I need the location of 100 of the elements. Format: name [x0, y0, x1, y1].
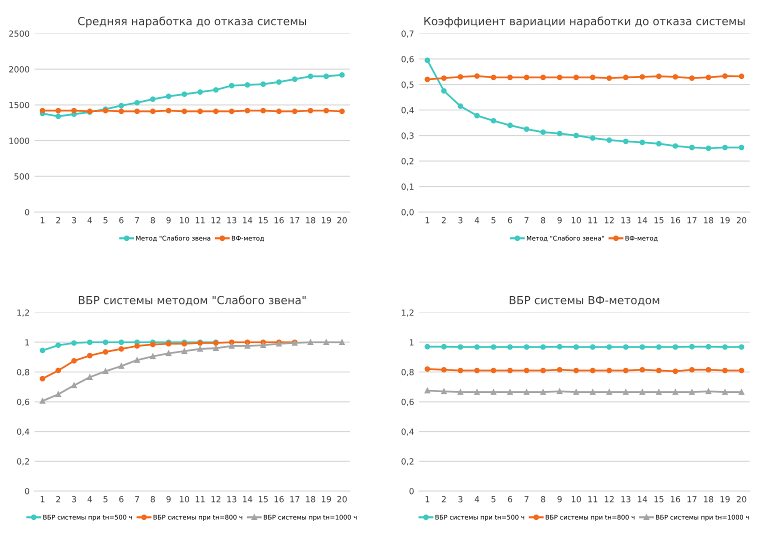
x-tick-label: 15	[654, 496, 664, 502]
x-tick-label: 15	[654, 217, 664, 224]
y-tick-label: 0	[24, 209, 30, 216]
point	[540, 368, 546, 374]
point	[134, 343, 140, 349]
x-tick-label: 10	[180, 217, 190, 224]
point	[672, 368, 678, 374]
x-tick-label: 2	[442, 496, 446, 502]
point	[458, 103, 464, 109]
x-tick-label: 3	[458, 496, 462, 502]
point	[640, 140, 646, 146]
x-tick-label: 11	[588, 496, 598, 502]
point	[722, 73, 728, 79]
x-tick-label: 8	[150, 496, 155, 502]
y-tick-label: 0,6	[17, 398, 30, 406]
point	[622, 138, 629, 144]
point	[606, 344, 612, 350]
point	[540, 344, 546, 350]
y-tick-label: 0,4	[402, 106, 414, 114]
point	[524, 368, 530, 374]
point	[474, 344, 480, 350]
point	[474, 389, 480, 395]
point	[474, 112, 480, 118]
point	[228, 82, 234, 88]
point	[55, 342, 62, 348]
x-tick-label: 5	[104, 217, 108, 224]
point	[573, 368, 579, 374]
y-tick-label: 0,6	[402, 398, 414, 406]
x-tick-label: 2	[56, 217, 60, 224]
x-tick-label: 19	[720, 496, 730, 502]
point	[672, 389, 678, 395]
point	[228, 343, 234, 349]
chart-title: ВБР системы ВФ-методом	[510, 296, 660, 306]
y-tick-label: 0,5	[402, 81, 414, 89]
point	[182, 348, 188, 354]
point	[524, 344, 530, 350]
point	[102, 349, 108, 355]
point	[197, 89, 203, 95]
x-tick-label: 1	[40, 496, 44, 502]
y-tick-label: 0,3	[402, 132, 414, 140]
point	[292, 108, 298, 114]
point	[102, 368, 108, 374]
x-tick-label: 8	[541, 217, 546, 224]
point	[213, 345, 219, 351]
y-tick-label: 0,8	[402, 368, 414, 376]
x-tick-label: 4	[88, 217, 92, 224]
point	[244, 339, 250, 346]
x-tick-label: 14	[638, 217, 648, 224]
point	[689, 389, 695, 395]
y-tick-label: 0,2	[402, 458, 414, 466]
point	[490, 344, 496, 350]
x-tick-label: 18	[306, 496, 316, 502]
y-tick-label: 500	[14, 173, 30, 180]
point	[441, 88, 447, 94]
point	[689, 144, 695, 150]
x-tick-label: 15	[258, 217, 268, 224]
point	[118, 102, 124, 108]
x-tick-label: 19	[720, 217, 730, 224]
point	[722, 344, 728, 350]
chart-title: Коэффициент вариации наработки до отказа системы	[424, 16, 745, 28]
point	[573, 344, 579, 350]
point	[622, 344, 629, 350]
point	[458, 389, 464, 395]
y-tick-label: 0,4	[402, 428, 414, 436]
point	[524, 74, 530, 80]
x-tick-label: 1	[426, 496, 430, 502]
x-tick-label: 11	[196, 496, 205, 502]
y-tick-label: 2500	[9, 30, 30, 37]
point	[722, 389, 728, 395]
point	[292, 76, 298, 82]
point	[590, 368, 596, 374]
point	[722, 368, 728, 374]
point	[540, 129, 546, 135]
x-tick-label: 18	[306, 217, 316, 224]
point	[706, 344, 712, 350]
point	[339, 339, 345, 346]
point	[490, 74, 496, 80]
point	[276, 108, 282, 114]
point	[213, 87, 219, 93]
point	[458, 344, 464, 350]
point	[540, 389, 546, 395]
point	[118, 363, 124, 369]
point	[640, 74, 646, 80]
y-tick-label: 0	[24, 488, 30, 494]
x-tick-label: 9	[166, 217, 171, 224]
point	[590, 74, 596, 80]
point	[689, 344, 695, 350]
point	[507, 74, 513, 80]
point	[490, 368, 496, 374]
x-tick-label: 6	[119, 217, 124, 224]
x-tick-label: 13	[621, 217, 630, 224]
point	[556, 344, 562, 350]
point	[134, 357, 140, 363]
point	[606, 75, 612, 81]
y-tick-label: 0,7	[402, 30, 414, 38]
point	[424, 388, 430, 394]
point	[441, 75, 447, 81]
point	[150, 108, 156, 114]
point	[573, 389, 579, 395]
x-tick-label: 20	[736, 496, 746, 502]
